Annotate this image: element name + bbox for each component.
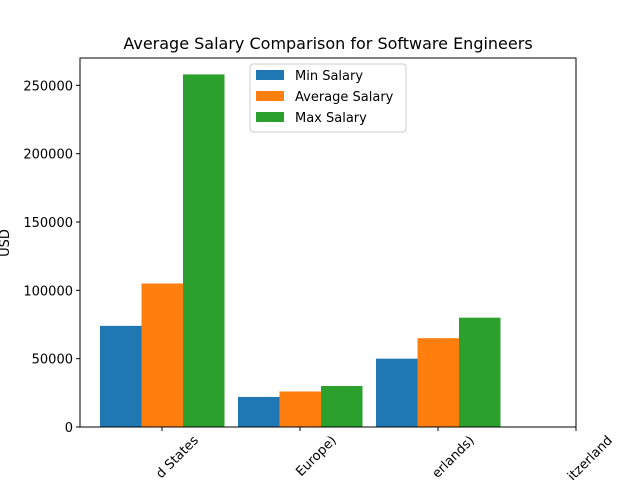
bars-group [100, 74, 501, 428]
bar-min-salary-0 [100, 325, 142, 427]
legend-box [249, 63, 407, 133]
bar-min-salary-2 [376, 358, 418, 427]
legend-swatch [256, 70, 284, 80]
legend: Min Salary Average Salary Max Salary [249, 63, 407, 133]
bar-average-salary-0 [141, 283, 183, 427]
plot-area-frame [79, 57, 577, 428]
bar-max-salary-0 [183, 74, 225, 428]
y-tick-label: 100000 [23, 284, 73, 299]
y-tick-label: 200000 [23, 148, 73, 163]
legend-label: Min Salary [295, 69, 363, 84]
bar-max-salary-1 [321, 386, 363, 427]
y-tick-label: 250000 [23, 79, 73, 94]
chart-title: Average Salary Comparison for Software E… [123, 34, 532, 53]
legend-label: Average Salary [295, 90, 394, 105]
y-axis: 0 50000 100000 150000 200000 250000 [23, 79, 80, 436]
bar-min-salary-1 [238, 396, 280, 427]
y-tick-label: 150000 [23, 216, 73, 231]
legend-swatch [256, 112, 284, 122]
y-tick-label: 50000 [32, 353, 73, 368]
legend-label: Max Salary [295, 111, 367, 126]
y-tick-label: 0 [65, 421, 73, 436]
bar-average-salary-1 [279, 391, 321, 427]
bar-average-salary-2 [417, 338, 459, 427]
bar-max-salary-2 [459, 317, 501, 427]
y-axis-label: USD [0, 229, 13, 257]
legend-swatch [256, 91, 284, 101]
